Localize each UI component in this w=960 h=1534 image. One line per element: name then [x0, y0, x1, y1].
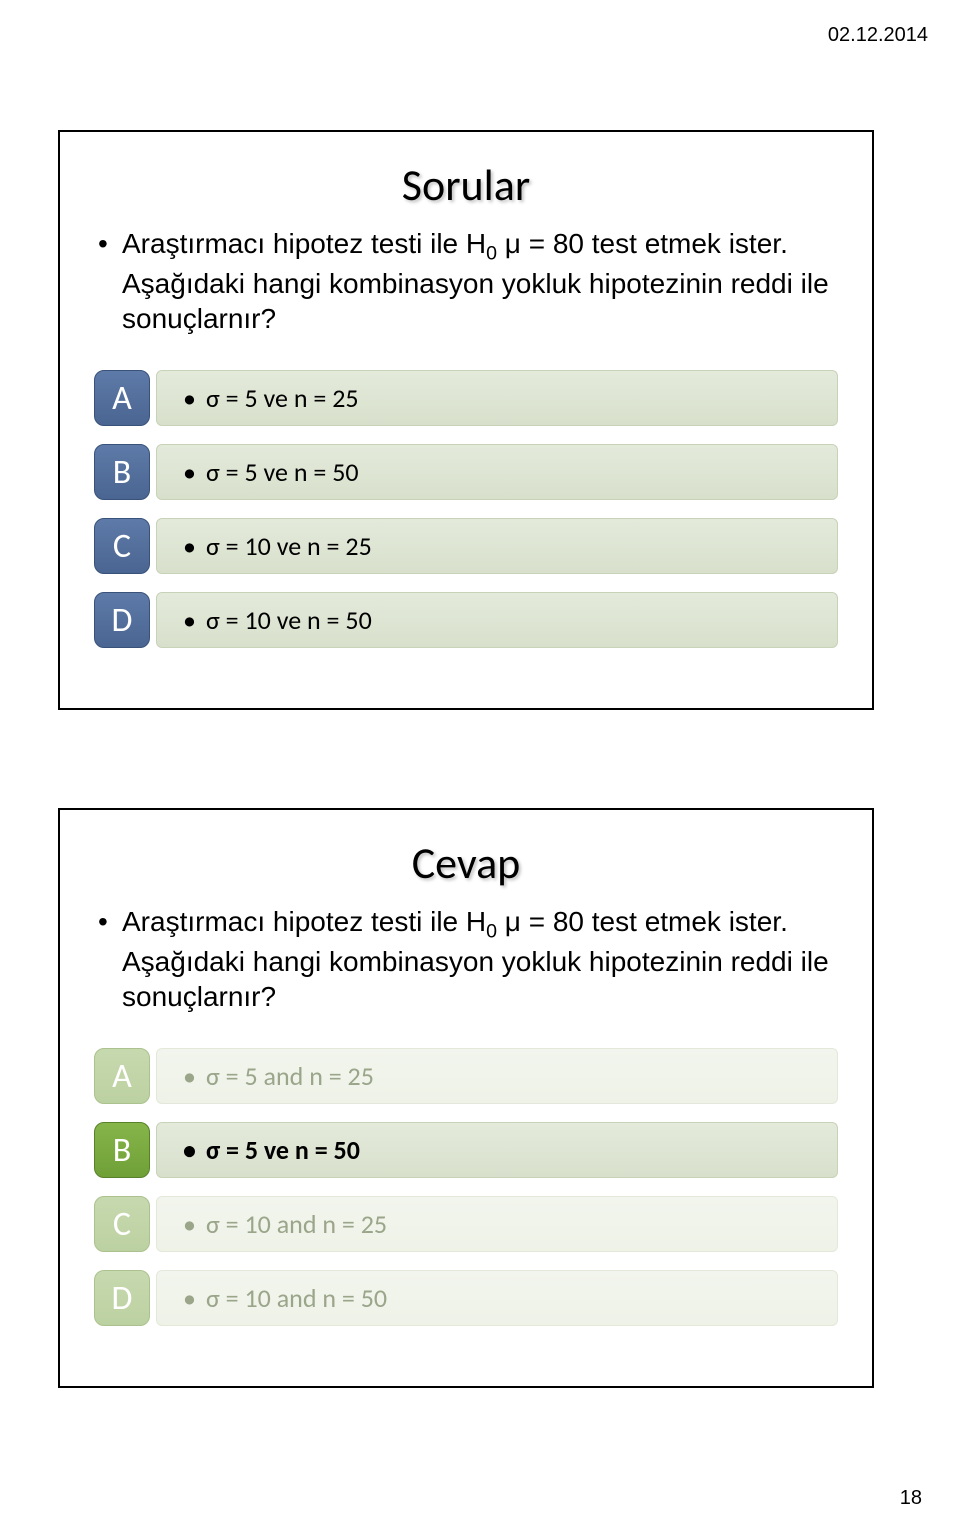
- option-text-d: σ = 10 and n = 50: [156, 1270, 838, 1326]
- option-row: B σ = 5 ve n = 50: [94, 444, 838, 500]
- page-date: 02.12.2014: [828, 24, 928, 47]
- question-panel: Sorular Araştırmacı hipotez testi ile H0…: [58, 130, 874, 710]
- question-text: Araştırmacı hipotez testi ile H0 μ = 80 …: [94, 226, 838, 336]
- option-badge-c: C: [94, 518, 150, 574]
- option-badge-a: A: [94, 1048, 150, 1104]
- question-title: Sorular: [94, 158, 838, 212]
- option-row: C σ = 10 ve n = 25: [94, 518, 838, 574]
- option-badge-d: D: [94, 1270, 150, 1326]
- option-row: D σ = 10 ve n = 50: [94, 592, 838, 648]
- option-text-b: σ = 5 ve n = 50: [156, 1122, 838, 1178]
- option-row: B σ = 5 ve n = 50: [94, 1122, 838, 1178]
- option-badge-b: B: [94, 444, 150, 500]
- page: 02.12.2014 Sorular Araştırmacı hipotez t…: [0, 0, 960, 1534]
- option-badge-d: D: [94, 592, 150, 648]
- option-badge-b: B: [94, 1122, 150, 1178]
- option-badge-c: C: [94, 1196, 150, 1252]
- option-badge-a: A: [94, 370, 150, 426]
- option-row: A σ = 5 ve n = 25: [94, 370, 838, 426]
- option-text-b: σ = 5 ve n = 50: [156, 444, 838, 500]
- option-row: A σ = 5 and n = 25: [94, 1048, 838, 1104]
- option-text-d: σ = 10 ve n = 50: [156, 592, 838, 648]
- answer-question-text: Araştırmacı hipotez testi ile H0 μ = 80 …: [94, 904, 838, 1014]
- option-row: C σ = 10 and n = 25: [94, 1196, 838, 1252]
- option-text-a: σ = 5 and n = 25: [156, 1048, 838, 1104]
- page-number: 18: [900, 1487, 922, 1510]
- option-text-c: σ = 10 ve n = 25: [156, 518, 838, 574]
- answer-title: Cevap: [94, 836, 838, 890]
- answer-panel: Cevap Araştırmacı hipotez testi ile H0 μ…: [58, 808, 874, 1388]
- option-text-a: σ = 5 ve n = 25: [156, 370, 838, 426]
- option-row: D σ = 10 and n = 50: [94, 1270, 838, 1326]
- option-text-c: σ = 10 and n = 25: [156, 1196, 838, 1252]
